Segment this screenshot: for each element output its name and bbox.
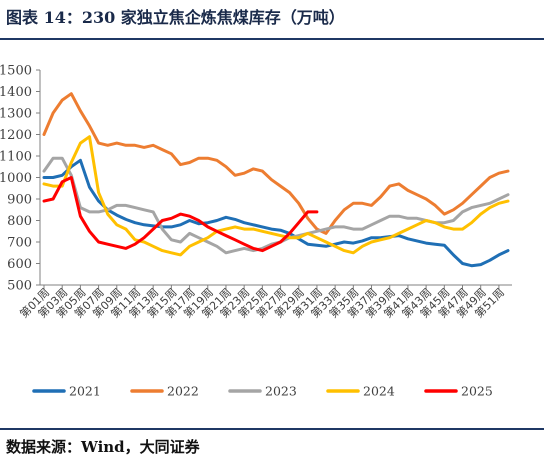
y-tick-label: 600 [7,257,32,272]
series-line-2022 [42,92,510,235]
line-chart: 500600700800900100011001200130014001500 … [0,64,512,399]
y-tick-label: 1500 [0,64,32,79]
legend-label-2022: 2022 [167,384,199,399]
y-tick-label: 1300 [0,107,32,122]
y-tick-label: 500 [7,279,32,294]
y-axis: 500 600 700 800 900 1000 1100 1200 1300 1400 1500 [0,64,41,294]
legend-label-2024: 2024 [363,384,395,399]
legend: 2021 2022 2023 2024 2025 [32,384,493,399]
source-rule [0,428,544,430]
y-tick-label: 900 [7,193,32,208]
series-line-2021 [42,158,510,268]
series-line-2024 [42,135,510,257]
y-tick-label: 800 [7,214,32,229]
legend-label-2021: 2021 [69,384,101,399]
series-lines [42,92,510,268]
source-note: 数据来源：Wind，大同证券 [6,438,200,456]
legend-label-2023: 2023 [265,384,297,399]
title-rule [0,38,544,40]
legend-label-2025: 2025 [461,384,493,399]
x-axis: 第01周第03周第05周第07周第09周第11周第13周第15周第17周第19周… [17,284,512,321]
series-line-2025 [42,176,319,253]
y-tick-label: 1200 [0,128,32,143]
y-tick-label: 1000 [0,171,32,186]
y-tick-label: 1100 [0,150,32,165]
chart-title: 图表 14：230 家独立焦企炼焦煤库存（万吨） [6,8,345,27]
series-line-2023 [42,156,510,255]
y-tick-label: 700 [7,236,32,251]
y-tick-label: 1400 [0,85,32,100]
